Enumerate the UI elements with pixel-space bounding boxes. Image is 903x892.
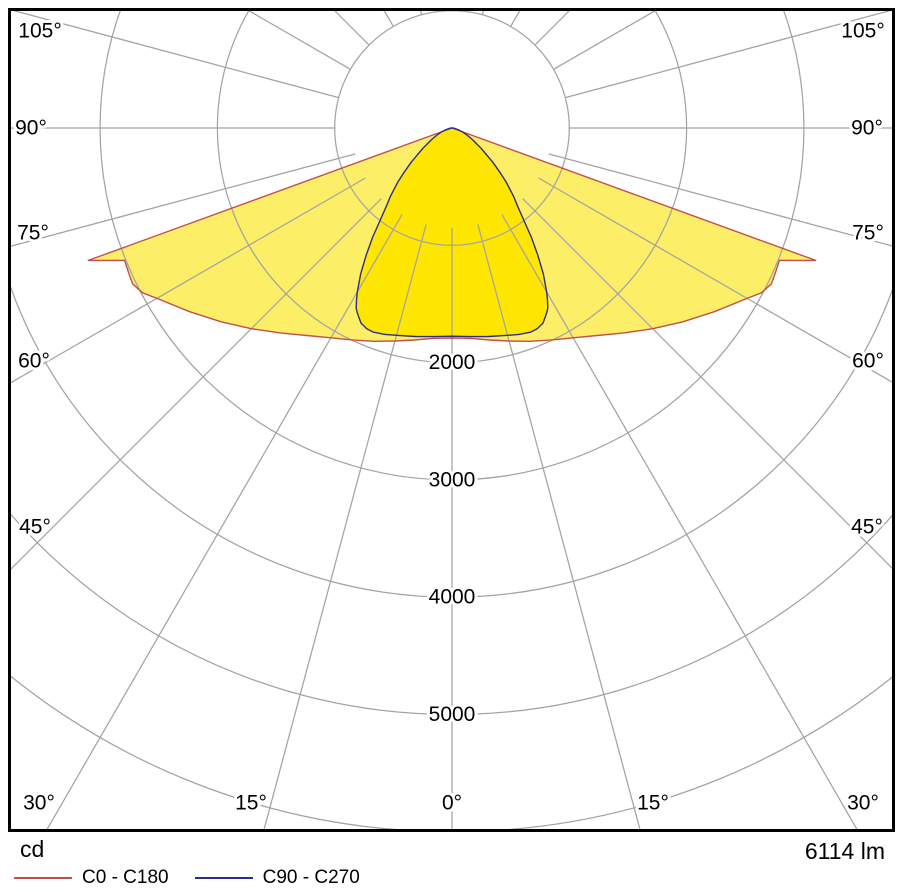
angle-label-75-right: 75° — [852, 222, 884, 245]
radial-label-5000: 5000 — [429, 703, 476, 726]
angle-label-30-left: 30° — [23, 792, 55, 815]
angle-label-15-right: 15° — [637, 792, 669, 815]
angle-label-75-left: 75° — [17, 222, 49, 245]
angle-label-105-right: 105° — [841, 20, 884, 43]
angle-label-90-left: 90° — [15, 117, 47, 140]
polar-grid — [9, 9, 894, 831]
spoke--45 — [9, 198, 382, 572]
spoke--60 — [9, 177, 366, 385]
angle-label-45-left: 45° — [19, 516, 51, 539]
spoke--75 — [9, 153, 356, 248]
spoke-45 — [522, 198, 894, 571]
radial-label-3000: 3000 — [429, 468, 476, 491]
spoke--30 — [45, 214, 403, 831]
angle-label-105-left: 105° — [18, 20, 61, 43]
spoke--165 — [419, 9, 423, 15]
radial-label-2000: 2000 — [429, 351, 476, 374]
spoke-30 — [501, 214, 859, 831]
radial-units-label: cd — [20, 836, 45, 862]
radial-label-4000: 4000 — [429, 586, 476, 609]
c90-c270-curve — [355, 127, 549, 338]
legend: C0 - C180 C90 - C270 — [14, 866, 360, 890]
spoke-165 — [481, 9, 485, 15]
legend-item-c90-c270: C90 - C270 — [194, 867, 360, 889]
legend-label-c90-c270: C90 - C270 — [262, 867, 360, 888]
angle-label-60-right: 60° — [852, 350, 884, 373]
spoke--15 — [263, 224, 427, 831]
polar-chart: 2000 3000 4000 5000 0° 15° 15° 30° 30° 45° 45° 60° 6… — [8, 8, 895, 832]
angle-label-15-left: 15° — [235, 792, 267, 815]
spoke-105 — [565, 9, 894, 99]
angle-axis-labels: 0° 15° 15° 30° 30° 45° 45° 60° 60° 75° 75° 90° 90° 10… — [12, 17, 888, 818]
angle-label-30-right: 30° — [847, 792, 879, 815]
c90-c270-line-swatch — [194, 877, 253, 879]
legend-label-c0-c180: C0 - C180 — [82, 867, 169, 888]
angle-label-60-left: 60° — [18, 350, 50, 373]
angle-label-0-left: 0° — [442, 792, 462, 815]
spoke-60 — [538, 177, 894, 384]
spoke--105 — [9, 9, 339, 99]
angle-label-45-right: 45° — [851, 516, 883, 539]
luminous-flux-value: 6114 lm — [804, 838, 885, 864]
spoke-15 — [477, 224, 641, 831]
c0-c180-curve — [87, 127, 817, 342]
c0-c180-line-swatch — [14, 877, 72, 879]
angle-label-90-right: 90° — [851, 117, 883, 140]
plot-area — [9, 9, 894, 831]
chart-border — [8, 8, 895, 832]
spoke-75 — [548, 153, 894, 247]
radial-axis-labels: 2000 3000 4000 5000 — [426, 348, 479, 729]
legend-item-c0-c180: C0 - C180 — [14, 867, 169, 889]
